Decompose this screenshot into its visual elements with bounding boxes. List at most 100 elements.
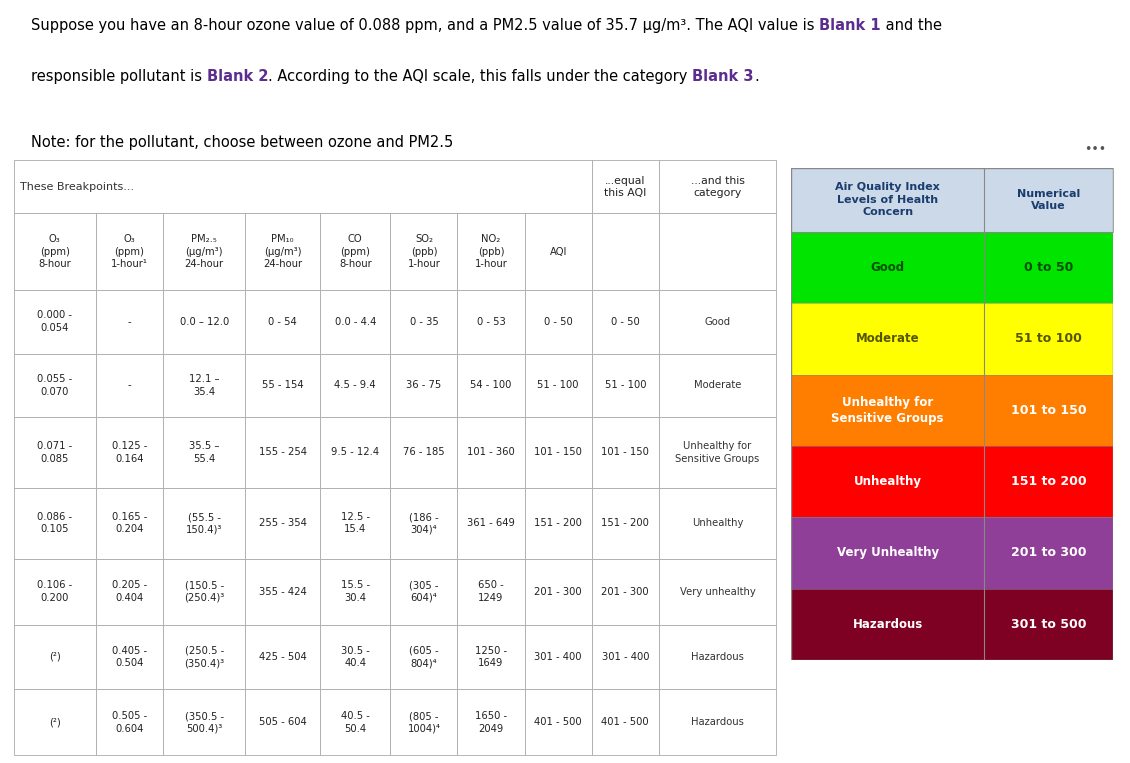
- Text: 0.0 – 12.0: 0.0 – 12.0: [180, 317, 229, 327]
- Text: SO₂
(ppb)
1-hour: SO₂ (ppb) 1-hour: [408, 234, 441, 269]
- Text: 0.125 -
0.164: 0.125 - 0.164: [112, 441, 147, 464]
- Bar: [458, 488, 524, 559]
- Text: 0 to 50: 0 to 50: [1024, 261, 1074, 274]
- Text: 0.071 -
0.085: 0.071 - 0.085: [37, 441, 72, 464]
- Bar: [984, 446, 1113, 517]
- Bar: [96, 625, 163, 690]
- Text: -: -: [128, 380, 131, 391]
- Text: responsible pollutant is: responsible pollutant is: [32, 69, 207, 83]
- Bar: [984, 168, 1113, 232]
- Bar: [458, 353, 524, 417]
- Text: Unhealthy: Unhealthy: [853, 475, 922, 488]
- Text: 0 - 35: 0 - 35: [409, 317, 438, 327]
- Text: 401 - 500: 401 - 500: [601, 717, 649, 727]
- Bar: [984, 303, 1113, 375]
- Text: Good: Good: [704, 317, 731, 327]
- Text: 255 - 354: 255 - 354: [259, 518, 306, 528]
- Bar: [524, 353, 592, 417]
- Bar: [984, 588, 1113, 660]
- Bar: [984, 375, 1113, 446]
- Text: 650 -
1249: 650 - 1249: [478, 581, 504, 603]
- Text: (805 -
1004)⁴: (805 - 1004)⁴: [408, 711, 441, 733]
- Bar: [592, 214, 659, 290]
- Text: ...equal
this AQI: ...equal this AQI: [605, 175, 646, 198]
- Text: 155 - 254: 155 - 254: [259, 447, 307, 458]
- Bar: [458, 214, 524, 290]
- Text: 54 - 100: 54 - 100: [470, 380, 512, 391]
- Bar: [659, 488, 776, 559]
- Bar: [592, 417, 659, 488]
- Bar: [791, 446, 984, 517]
- Text: 0 - 50: 0 - 50: [611, 317, 640, 327]
- Bar: [984, 232, 1113, 303]
- Text: PM₁₀
(μg/m³)
24-hour: PM₁₀ (μg/m³) 24-hour: [263, 234, 303, 269]
- Bar: [791, 588, 984, 660]
- Text: (²): (²): [49, 717, 61, 727]
- Bar: [320, 353, 390, 417]
- Bar: [458, 290, 524, 353]
- Text: PM₂.₅
(μg/m³)
24-hour: PM₂.₅ (μg/m³) 24-hour: [184, 234, 224, 269]
- Bar: [984, 517, 1113, 588]
- Text: 0.165 -
0.204: 0.165 - 0.204: [112, 512, 147, 534]
- Text: 301 to 500: 301 to 500: [1011, 618, 1086, 631]
- Text: (250.5 -
(350.4)³: (250.5 - (350.4)³: [184, 645, 225, 668]
- Text: 9.5 - 12.4: 9.5 - 12.4: [331, 447, 380, 458]
- Text: 151 - 200: 151 - 200: [601, 518, 650, 528]
- Text: 151 - 200: 151 - 200: [534, 518, 582, 528]
- Bar: [14, 690, 96, 755]
- Text: Blank 3: Blank 3: [693, 69, 754, 83]
- Text: Hazardous: Hazardous: [692, 717, 744, 727]
- Text: 101 - 150: 101 - 150: [534, 447, 582, 458]
- Bar: [96, 290, 163, 353]
- Text: Hazardous: Hazardous: [852, 618, 923, 631]
- Text: (605 -
804)⁴: (605 - 804)⁴: [409, 645, 438, 668]
- Bar: [659, 690, 776, 755]
- Bar: [96, 690, 163, 755]
- Text: -: -: [128, 317, 131, 327]
- Text: 101 to 150: 101 to 150: [1011, 404, 1086, 417]
- Text: Note: for the pollutant, choose between ozone and PM2.5: Note: for the pollutant, choose between …: [32, 135, 453, 150]
- Text: 505 - 604: 505 - 604: [259, 717, 306, 727]
- Bar: [14, 417, 96, 488]
- Bar: [791, 517, 984, 588]
- Text: 301 - 400: 301 - 400: [601, 652, 649, 662]
- Bar: [458, 625, 524, 690]
- Bar: [592, 690, 659, 755]
- Text: 101 - 360: 101 - 360: [467, 447, 515, 458]
- Bar: [659, 160, 776, 214]
- Text: Very Unhealthy: Very Unhealthy: [836, 546, 939, 559]
- Bar: [458, 417, 524, 488]
- Bar: [524, 417, 592, 488]
- Text: O₃
(ppm)
8-hour: O₃ (ppm) 8-hour: [38, 234, 71, 269]
- Bar: [163, 353, 245, 417]
- Text: 425 - 504: 425 - 504: [259, 652, 306, 662]
- Bar: [390, 690, 458, 755]
- Bar: [524, 690, 592, 755]
- Bar: [320, 214, 390, 290]
- Bar: [659, 559, 776, 625]
- Bar: [320, 690, 390, 755]
- Bar: [14, 353, 96, 417]
- Bar: [592, 290, 659, 353]
- Bar: [245, 488, 320, 559]
- Text: 0.000 -
0.054: 0.000 - 0.054: [37, 311, 72, 333]
- Text: (150.5 -
(250.4)³: (150.5 - (250.4)³: [184, 581, 225, 603]
- Bar: [245, 353, 320, 417]
- Bar: [592, 353, 659, 417]
- Text: Hazardous: Hazardous: [692, 652, 744, 662]
- Bar: [163, 690, 245, 755]
- Text: (305 -
604)⁴: (305 - 604)⁴: [409, 581, 438, 603]
- Bar: [458, 559, 524, 625]
- Bar: [163, 559, 245, 625]
- Text: Unhealthy: Unhealthy: [692, 518, 744, 528]
- Bar: [163, 417, 245, 488]
- Text: (186 -
304)⁴: (186 - 304)⁴: [409, 512, 438, 534]
- Text: 0.505 -
0.604: 0.505 - 0.604: [112, 711, 147, 733]
- Text: 1650 -
2049: 1650 - 2049: [475, 711, 507, 733]
- Bar: [592, 488, 659, 559]
- Bar: [320, 559, 390, 625]
- Text: 15.5 -
30.4: 15.5 - 30.4: [341, 581, 370, 603]
- Text: CO
(ppm)
8-hour: CO (ppm) 8-hour: [339, 234, 372, 269]
- Bar: [791, 232, 984, 303]
- Text: 1250 -
1649: 1250 - 1649: [475, 645, 507, 668]
